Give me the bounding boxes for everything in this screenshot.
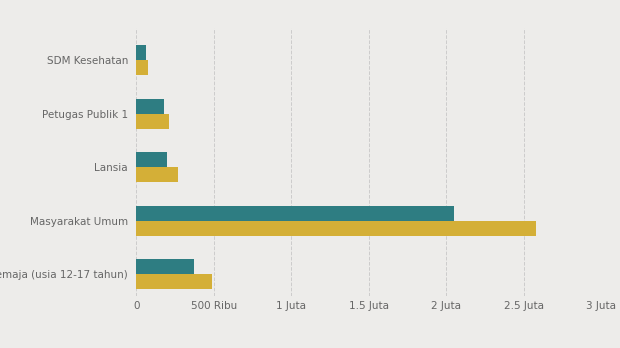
Bar — [136, 113, 169, 129]
Bar — [136, 221, 536, 236]
Bar — [136, 98, 164, 113]
Bar — [136, 152, 167, 167]
Bar — [136, 60, 148, 75]
Bar — [136, 206, 454, 221]
Bar — [136, 45, 146, 60]
Bar — [136, 167, 179, 182]
Bar — [136, 259, 193, 274]
Bar — [136, 274, 212, 290]
